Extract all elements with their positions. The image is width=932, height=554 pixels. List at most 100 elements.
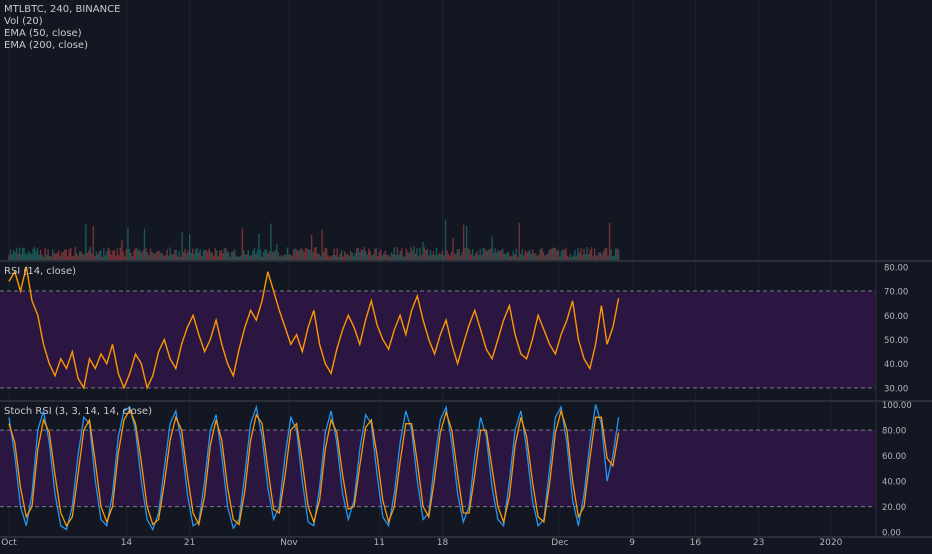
volume-bar <box>67 256 69 260</box>
volume-bar <box>179 256 182 260</box>
volume-bar <box>199 249 201 260</box>
volume-bar <box>476 251 478 260</box>
volume-bar <box>515 248 517 260</box>
volume-bar <box>208 248 210 260</box>
volume-bar <box>458 248 460 260</box>
volume-bar <box>565 247 567 260</box>
volume-bar <box>8 254 10 260</box>
volume-bar <box>172 254 174 260</box>
volume-bar <box>322 251 325 260</box>
volume-bar <box>207 251 209 260</box>
volume-bar <box>453 254 456 260</box>
volume-bar <box>614 248 617 260</box>
volume-bar <box>372 254 374 260</box>
volume-bar <box>294 248 296 260</box>
volume-bar <box>437 254 439 260</box>
volume-bar <box>267 253 269 260</box>
volume-bar <box>301 249 304 260</box>
volume-bar <box>71 256 73 260</box>
volume-bar <box>107 247 110 260</box>
volume-bar <box>316 253 319 260</box>
rsi-title[interactable]: RSI (14, close) <box>4 266 77 277</box>
volume-bar <box>586 247 588 260</box>
volume-bar <box>241 228 244 260</box>
ema50-indicator-label[interactable]: EMA (50, close) <box>4 28 82 39</box>
volume-bar <box>306 248 308 260</box>
volume-bar <box>225 247 227 260</box>
ema200-indicator-label[interactable]: EMA (200, close) <box>4 40 88 51</box>
rsi-band <box>0 291 876 388</box>
volume-bar <box>134 248 137 260</box>
volume-bar <box>339 253 341 260</box>
volume-bar <box>575 255 578 260</box>
volume-bar <box>115 255 117 260</box>
volume-bar <box>419 247 421 260</box>
volume-bar <box>405 248 408 260</box>
volume-bar <box>32 248 34 260</box>
volume-bar <box>467 247 469 260</box>
volume-bar <box>384 250 387 260</box>
pane-separators[interactable] <box>0 0 932 538</box>
volume-bar <box>119 247 122 260</box>
volume-bar <box>572 255 575 260</box>
volume-bar <box>563 249 566 260</box>
volume-bar <box>59 255 61 260</box>
volume-bar <box>21 247 24 260</box>
volume-indicator-label[interactable]: Vol (20) <box>4 16 43 27</box>
volume-bar <box>486 250 489 260</box>
volume-bar <box>584 254 587 260</box>
volume-bar <box>83 254 85 260</box>
volume-bar <box>286 247 289 260</box>
volume-bar <box>155 251 158 260</box>
volume-bar <box>292 249 295 260</box>
volume-bar <box>374 248 376 260</box>
volume-bar <box>26 254 28 260</box>
volume-bar <box>345 254 347 260</box>
time-tick-label: 18 <box>437 538 449 548</box>
volume-bar <box>440 253 442 260</box>
volume-bar <box>151 252 153 260</box>
volume-bar <box>590 247 593 260</box>
volume-bar <box>223 248 225 260</box>
main-legend: MTLBTC, 240, BINANCE Vol (20) EMA (50, c… <box>4 4 120 52</box>
volume-bar <box>149 248 152 260</box>
volume-bar <box>392 253 394 260</box>
volume-bar <box>244 255 247 260</box>
time-tick-label: 16 <box>690 538 702 548</box>
volume-bar <box>473 256 475 260</box>
time-axis[interactable]: Oct 14 21 Nov 11 18 Dec 9 16 23 2020 <box>1 538 842 548</box>
volume-bar <box>428 255 430 260</box>
time-tick-label: 23 <box>753 538 764 548</box>
volume-bar <box>76 252 78 260</box>
volume-bar <box>197 252 200 260</box>
indicator-lines <box>8 266 620 532</box>
rsi-line <box>8 266 620 391</box>
volume-bar <box>362 250 364 260</box>
symbol-title[interactable]: MTLBTC, 240, BINANCE <box>4 4 121 15</box>
volume-bar <box>423 247 426 260</box>
rsi-tick-label: 30.00 <box>884 384 908 394</box>
volume-bar <box>470 254 472 260</box>
price-axis[interactable]: 0.000064700.000061310.000061000.00005780… <box>877 0 932 539</box>
volume-bar <box>595 255 597 260</box>
volume-bar <box>42 256 45 260</box>
volume-bar <box>152 253 155 260</box>
stoch-rsi-title[interactable]: Stoch RSI (3, 3, 14, 14, close) <box>4 406 152 417</box>
rsi-tick-label: 70.00 <box>884 288 908 298</box>
volume-bar <box>611 256 614 260</box>
volume-bar <box>173 250 176 260</box>
volume-bar <box>133 250 135 260</box>
volume-bar <box>131 256 134 260</box>
volume-bar <box>121 239 123 260</box>
volume-bar <box>12 250 15 260</box>
volume-bar <box>122 251 125 260</box>
volume-bar <box>127 227 129 260</box>
volume-bar <box>255 254 257 260</box>
volume-bar <box>77 255 79 260</box>
volume-bar <box>216 250 218 260</box>
volume-bar <box>112 250 114 260</box>
volume-bar <box>163 256 165 260</box>
volume-bar <box>270 223 272 260</box>
volume-bar <box>334 255 337 260</box>
